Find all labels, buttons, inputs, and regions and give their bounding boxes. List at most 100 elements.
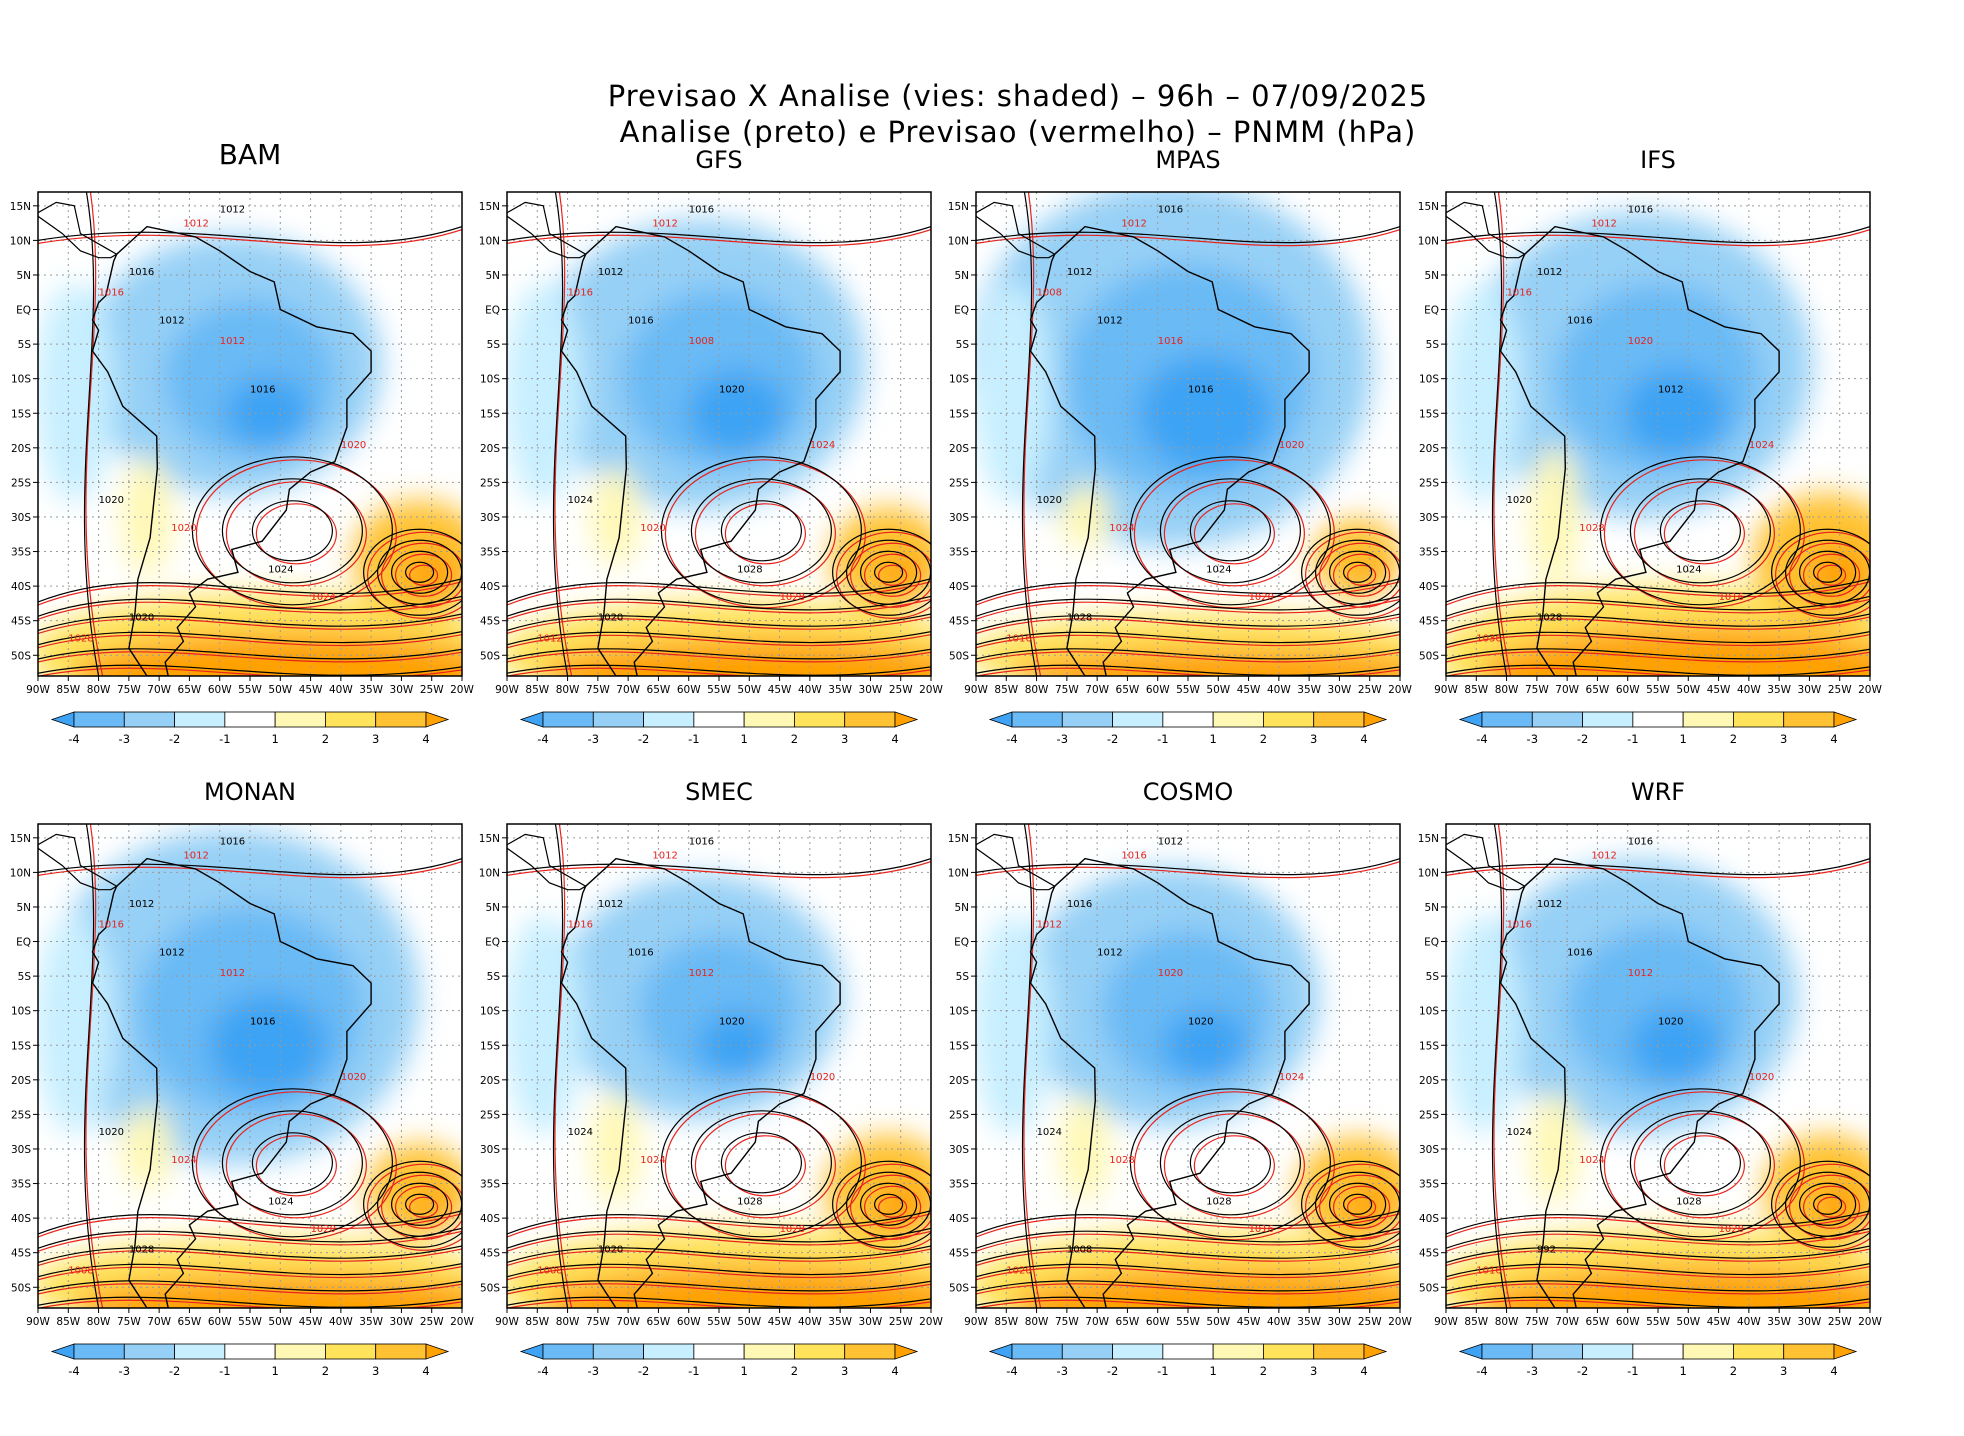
x-tick-label: 60W	[1146, 1316, 1170, 1328]
isobar-label-forecast: 1020	[1249, 592, 1274, 603]
panel-title-monan: MONAN	[204, 778, 296, 806]
isobar-label-analysis: 1020	[719, 1017, 744, 1028]
x-tick-label: 25W	[1358, 1316, 1382, 1328]
colorbar-label: -2	[1577, 1364, 1588, 1378]
isobar-high	[1659, 1132, 1741, 1194]
y-tick-label: 5N	[954, 270, 969, 282]
isobar-low	[1817, 564, 1847, 586]
isobar	[507, 1230, 931, 1253]
coastline-south-america	[560, 857, 841, 1308]
y-tick-label: 20S	[11, 443, 31, 455]
x-tick-label: 60W	[677, 1316, 701, 1328]
y-tick-label: 5N	[1424, 902, 1439, 914]
isobar-label-analysis: 1020	[99, 1127, 124, 1138]
isobar-low	[1305, 1163, 1400, 1251]
isobar-low	[1319, 542, 1400, 608]
y-tick-label: 35S	[480, 1179, 500, 1191]
isobar-label-forecast: 1024	[1749, 440, 1774, 451]
y-tick-label: 5N	[485, 270, 500, 282]
isobar-low	[874, 1193, 904, 1215]
isobar-low	[405, 1193, 435, 1215]
forecast-isobars	[976, 824, 1400, 1308]
bias-blob-negative	[507, 282, 584, 503]
forecast-isobars	[976, 192, 1400, 676]
isobar	[507, 1227, 931, 1250]
colorbar-label: -4	[1476, 1364, 1487, 1378]
colorbar-cell	[1531, 711, 1583, 728]
isobar	[38, 861, 462, 879]
isobar-label-analysis: 1016	[689, 205, 714, 216]
colorbar-label: -4	[537, 1364, 548, 1378]
y-tick-label: 35S	[949, 1179, 969, 1191]
analysis-isobars	[507, 192, 931, 676]
y-tick-label: 25S	[480, 477, 500, 489]
y-tick-label: 50S	[949, 1282, 969, 1294]
colorbar-cell	[542, 711, 594, 728]
x-tick-label: 40W	[798, 684, 822, 696]
isobar	[1446, 667, 1870, 676]
colorbar-cell	[1162, 711, 1214, 728]
isobar-high	[690, 1110, 832, 1216]
x-tick-label: 30W	[390, 1316, 414, 1328]
y-tick-label: 10N	[479, 235, 500, 247]
colorbar-label: -1	[1627, 732, 1638, 746]
isobar-label-analysis: 1020	[1037, 495, 1062, 506]
panel-title-cosmo: COSMO	[1142, 778, 1234, 806]
isobar-label-forecast: 1016	[1507, 288, 1532, 299]
y-tick-label: 20S	[480, 443, 500, 455]
isobar	[1446, 651, 1870, 663]
x-tick-label: 80W	[1495, 1316, 1519, 1328]
isobar	[1446, 1213, 1870, 1238]
y-tick-label: 10N	[948, 235, 969, 247]
x-tick-label: 90W	[495, 684, 519, 696]
isobar-low	[1771, 528, 1870, 616]
x-tick-label: 60W	[677, 684, 701, 696]
isobar	[1446, 633, 1870, 649]
isobar-label-forecast: 1016	[568, 920, 593, 931]
x-tick-label: 75W	[586, 684, 610, 696]
colorbar: -4 -3 -2 -1 1 2 3 4	[1458, 1343, 1858, 1378]
y-tick-label: 10S	[11, 1006, 31, 1018]
colorbar-cell	[643, 1343, 695, 1360]
y-tick-label: 15N	[10, 833, 31, 845]
isobar-high	[195, 459, 397, 609]
y-tick-label: 15S	[480, 1040, 500, 1052]
x-tick-label: 80W	[1025, 684, 1049, 696]
isobar-label-analysis: 1024	[568, 1127, 593, 1138]
coastline-south-america	[1029, 857, 1310, 1308]
isobar	[38, 1210, 462, 1235]
isobar-label-analysis: 1020	[129, 613, 154, 624]
isobar	[38, 664, 462, 676]
isobar-low	[1329, 1182, 1387, 1226]
isobar-low	[860, 550, 918, 594]
x-tick-label: 35W	[359, 1316, 383, 1328]
x-tick-label: 20W	[1388, 1316, 1412, 1328]
x-tick-label: 20W	[1858, 684, 1882, 696]
colorbar-label: 1	[271, 1364, 278, 1378]
analysis-isobars	[38, 824, 462, 1308]
isobar-high	[720, 500, 802, 562]
isobar	[38, 1296, 462, 1308]
isobar	[507, 595, 931, 618]
isobar-low	[878, 1196, 908, 1218]
y-tick-label: 10N	[10, 867, 31, 879]
colorbar-label: 1	[740, 732, 747, 746]
isobar	[38, 1299, 462, 1308]
isobar	[1446, 664, 1870, 676]
isobar-label-forecast: 1016	[1121, 851, 1146, 862]
isobar-label-forecast: 1024	[640, 1155, 665, 1166]
colorbar-cell	[1733, 711, 1785, 728]
analysis-isobars	[976, 192, 1400, 676]
isobar-low	[1789, 1174, 1870, 1240]
x-tick-label: 85W	[56, 1316, 80, 1328]
coastline-south-america	[560, 225, 841, 676]
x-tick-label: 50W	[737, 1316, 761, 1328]
coastline-south-america	[1499, 225, 1780, 676]
isobar	[38, 1227, 462, 1250]
colorbar-cell	[1682, 1343, 1734, 1360]
isobar	[507, 648, 931, 660]
x-tick-label: 75W	[1525, 684, 1549, 696]
x-tick-label: 80W	[556, 684, 580, 696]
x-tick-label: 50W	[1206, 1316, 1230, 1328]
colorbar-label: 4	[891, 1364, 898, 1378]
